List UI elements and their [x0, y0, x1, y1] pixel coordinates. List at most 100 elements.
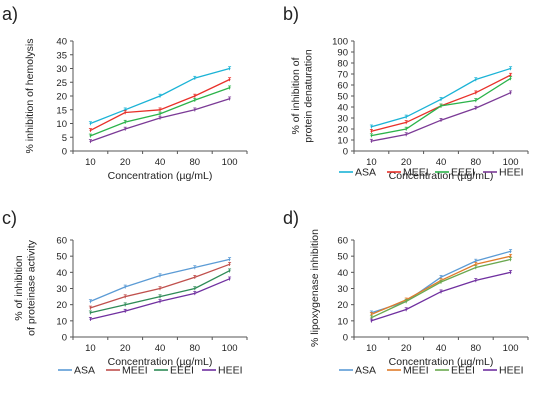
legend-label: HEEI [499, 365, 524, 377]
data-point [89, 122, 92, 125]
data-point [193, 266, 196, 269]
series-line [371, 255, 511, 315]
legend-label: MEEI [403, 167, 429, 179]
legend-label: HEEI [218, 365, 243, 377]
data-point [474, 266, 477, 269]
x-tick-label: 20 [401, 157, 412, 168]
data-point [228, 263, 231, 266]
y-tick-label: 5 [62, 133, 67, 144]
y-tick-label: 60 [56, 236, 67, 247]
data-point [159, 95, 161, 97]
x-tick-label: 40 [155, 343, 166, 354]
legend-label: EEEI [451, 167, 475, 179]
data-point [124, 310, 127, 313]
y-tick-label: 25 [56, 78, 67, 89]
series-line [90, 278, 230, 320]
data-point [228, 67, 231, 70]
y-tick-label: 30 [337, 284, 348, 295]
legend: ASA MEEI EEEI HEEI [58, 365, 243, 377]
series-line [371, 258, 511, 319]
x-axis-label: Concentration (µg/mL) [108, 356, 213, 368]
data-point [228, 258, 231, 261]
data-point [405, 121, 408, 124]
panel-letter: a) [2, 4, 18, 24]
data-point [228, 269, 231, 272]
x-tick-label: 80 [190, 157, 201, 168]
y-tick-label: 15 [56, 105, 67, 116]
data-point [509, 77, 512, 80]
data-point [228, 78, 231, 81]
x-tick-label: 80 [471, 157, 482, 168]
data-point [124, 303, 127, 306]
x-tick-label: 10 [85, 343, 96, 354]
x-tick-label: 10 [366, 157, 377, 168]
legend: ASA MEEI EEEI HEEI [339, 167, 524, 179]
legend-label: ASA [355, 167, 376, 179]
y-tick-label: 80 [337, 59, 348, 70]
data-point [159, 300, 161, 303]
y-tick-label: 10 [337, 316, 348, 327]
y-tick-label: 0 [62, 147, 67, 158]
y-tick-label: 50 [337, 92, 348, 103]
x-tick-label: 100 [503, 157, 519, 168]
data-point [159, 274, 161, 277]
data-point [440, 290, 442, 293]
y-tick-label: 0 [343, 333, 348, 344]
data-point [89, 140, 92, 143]
data-point [440, 105, 442, 107]
data-point [228, 86, 231, 89]
y-tick-label: 40 [337, 103, 348, 114]
y-tick-label: 40 [337, 268, 348, 279]
y-tick-label: 20 [337, 125, 348, 136]
data-point [159, 295, 161, 298]
legend-label: ASA [355, 365, 376, 377]
y-tick-label: 60 [337, 236, 348, 247]
data-point [474, 91, 477, 94]
panel-letter: c) [2, 208, 17, 228]
data-point [193, 99, 196, 102]
data-point [509, 250, 512, 253]
x-tick-label: 100 [222, 343, 238, 354]
y-axis-label: % of inhibitionof proteinase activity [13, 239, 37, 335]
x-axis-label: Concentration (µg/mL) [389, 170, 494, 182]
chart-panel-4: d) 0 10 20 30 40 50 60 10 20 40 80 100 Concentration … [283, 208, 529, 377]
data-point [89, 134, 92, 137]
data-point [193, 292, 196, 295]
data-point [124, 121, 127, 124]
data-point [370, 125, 373, 128]
y-tick-label: 20 [337, 300, 348, 311]
x-tick-label: 20 [120, 343, 131, 354]
data-point [509, 67, 512, 70]
data-point [124, 128, 127, 130]
y-tick-label: 20 [56, 300, 67, 311]
x-tick-label: 80 [471, 343, 482, 354]
y-axis-label: % lipoxygenase inhibition [309, 229, 321, 347]
y-tick-label: 60 [337, 81, 348, 92]
y-tick-label: 30 [56, 64, 67, 75]
legend-label: EEEI [451, 365, 475, 377]
y-tick-label: 70 [337, 70, 348, 81]
data-point [474, 260, 477, 262]
data-point [370, 319, 373, 322]
data-point [370, 313, 373, 316]
y-tick-label: 100 [332, 37, 348, 48]
data-point [405, 116, 408, 118]
data-point [509, 91, 512, 94]
x-tick-label: 100 [222, 157, 238, 168]
x-tick-label: 20 [120, 157, 131, 168]
y-tick-label: 0 [62, 333, 67, 344]
data-point [159, 112, 161, 115]
y-tick-label: 20 [56, 92, 67, 103]
data-point [474, 107, 477, 109]
x-axis-label: Concentration (µg/mL) [108, 170, 213, 182]
y-tick-label: 40 [56, 37, 67, 48]
data-point [440, 276, 442, 279]
y-axis-label: % of inhibition ofprotein denaturation [290, 49, 314, 143]
legend-label: ASA [74, 365, 95, 377]
y-tick-label: 30 [56, 284, 67, 295]
x-tick-label: 10 [366, 343, 377, 354]
x-tick-label: 100 [503, 343, 519, 354]
data-point [405, 128, 408, 130]
data-point [474, 99, 477, 102]
data-point [405, 308, 408, 311]
